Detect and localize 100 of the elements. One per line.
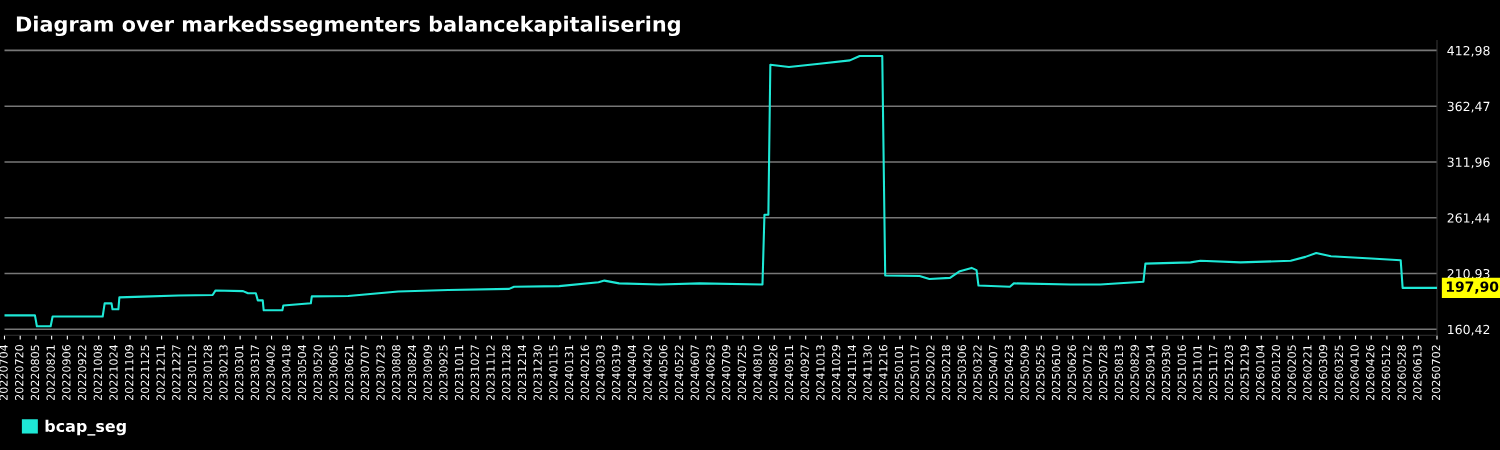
x-tick-label: 20230723 <box>376 345 385 401</box>
x-tick-label: 20230824 <box>407 344 417 401</box>
x-tick-label: 20221109 <box>124 345 134 401</box>
x-tick-label: 20240927 <box>800 345 809 401</box>
x-tick-label: 20250101 <box>894 345 904 401</box>
x-tick-label: 20231230 <box>533 345 542 401</box>
y-tick-label: 311,96 <box>1447 157 1490 169</box>
line-series <box>4 54 1437 328</box>
x-tick-label: 20241216 <box>879 344 888 401</box>
x-tick-label: 20250525 <box>1036 345 1045 401</box>
y-tick-label: 261,44 <box>1447 213 1490 224</box>
x-tick-label: 20240826 <box>769 344 778 401</box>
x-tick-label: 20260613 <box>1413 345 1422 401</box>
x-tick-label: 20230301 <box>234 345 244 401</box>
x-tick-label: 20231011 <box>454 345 464 401</box>
y-tick-label: 210,93 <box>1447 268 1490 280</box>
x-tick-label: 20230909 <box>423 345 432 401</box>
x-tick-label: 20240810 <box>753 345 762 401</box>
x-tick-label: 20230112 <box>187 345 197 401</box>
x-tick-label: 20231128 <box>502 345 511 401</box>
x-tick-label: 20230128 <box>203 345 212 401</box>
x-tick-label: 20250407 <box>989 345 998 401</box>
x-tick-label: 20240404 <box>627 344 637 401</box>
legend-label: bcap_seg <box>45 419 126 436</box>
x-tick-label: 20250626 <box>1067 344 1076 401</box>
x-tick-label: 20241114 <box>847 344 857 401</box>
x-tick-label: 20250117 <box>910 345 919 401</box>
x-tick-label: 20240725 <box>737 345 747 401</box>
x-tick-label: 20250322 <box>973 345 982 401</box>
x-tick-label: 20220720 <box>15 345 24 401</box>
x-tick-label: 20260512 <box>1381 345 1391 401</box>
x-tick-label: 20260528 <box>1397 345 1406 401</box>
x-tick-label: 20260702 <box>1431 345 1441 401</box>
x-tick-label: 20250813 <box>1114 345 1124 401</box>
x-tick-label: 20221227 <box>172 345 181 401</box>
chart-title: Diagram over markedssegmenters balancekapitalisering <box>16 15 680 37</box>
x-tick-label: 20230213 <box>219 345 228 401</box>
x-tick-label: 20230402 <box>266 345 275 401</box>
x-tick-label: 20260205 <box>1287 345 1296 401</box>
x-tick-label: 20220922 <box>77 345 87 401</box>
x-tick-label: 20221125 <box>140 345 150 401</box>
x-tick-label: 20260410 <box>1350 345 1359 401</box>
x-tick-label: 20260221 <box>1303 345 1312 401</box>
x-tick-label: 20260426 <box>1366 344 1375 401</box>
x-tick-label: 20251117 <box>1208 345 1218 401</box>
y-tick-label: 160,42 <box>1448 324 1490 336</box>
x-tick-label: 20250610 <box>1051 345 1061 401</box>
x-tick-label: 20251016 <box>1177 344 1186 401</box>
x-tick-label: 20230925 <box>439 345 448 401</box>
x-tick-label: 20251101 <box>1193 345 1202 401</box>
x-tick-label: 20221008 <box>93 345 102 401</box>
x-tick-label: 20260325 <box>1334 345 1344 401</box>
x-tick-label: 20250423 <box>1004 345 1014 401</box>
x-tick-label: 20230621 <box>344 345 354 401</box>
x-tick-label: 20250712 <box>1083 345 1092 401</box>
x-tick-label: 20250728 <box>1098 345 1108 401</box>
x-tick-label: 20240420 <box>643 345 652 401</box>
x-tick-label: 20251219 <box>1240 345 1249 401</box>
x-tick-label: 20230707 <box>360 345 370 401</box>
x-tick-label: 20220906 <box>62 344 71 401</box>
x-tick-label: 20240506 <box>659 344 668 401</box>
x-tick-label: 20220704 <box>0 344 8 401</box>
x-tick-label: 20240911 <box>784 345 794 401</box>
x-tick-label: 20231112 <box>486 345 495 401</box>
x-tick-label: 20241029 <box>831 345 841 401</box>
x-tick-label: 20240303 <box>596 345 605 401</box>
x-tick-label: 20230317 <box>250 345 260 401</box>
x-tick-label: 20220805 <box>30 345 40 401</box>
x-tick-label: 20251203 <box>1224 345 1234 401</box>
x-tick-label: 20260104 <box>1256 344 1265 401</box>
x-tick-label: 20230808 <box>392 345 401 401</box>
x-tick-label: 20240607 <box>690 345 699 401</box>
x-tick-label: 20240522 <box>674 345 684 401</box>
x-tick-label: 20230418 <box>282 345 291 401</box>
annotation: 197,90 <box>1446 281 1499 294</box>
x-tick-label: 20231214 <box>517 344 527 401</box>
x-tick-label: 20260309 <box>1318 345 1328 401</box>
x-tick-label: 20250914 <box>1146 344 1155 401</box>
x-tick-label: 20220821 <box>46 345 55 401</box>
y-tick-label: 362,47 <box>1447 101 1490 113</box>
x-tick-label: 20240115 <box>549 345 558 401</box>
x-tick-label: 20240709 <box>721 345 731 401</box>
x-tick-label: 20230504 <box>297 344 307 401</box>
y-tick-label: 412,98 <box>1447 45 1490 57</box>
x-tick-label: 20221211 <box>156 345 165 401</box>
x-tick-label: 20240319 <box>611 345 621 401</box>
x-tick-label: 20250202 <box>926 345 935 401</box>
x-tick-label: 20250509 <box>1020 345 1029 401</box>
x-tick-label: 20221024 <box>109 344 118 401</box>
x-tick-label: 20231027 <box>470 345 480 401</box>
x-tick-label: 20250218 <box>941 345 951 401</box>
x-tick-label: 20250306 <box>957 344 966 401</box>
x-tick-label: 20230520 <box>313 345 322 401</box>
x-tick-label: 20250829 <box>1130 345 1139 401</box>
x-tick-label: 20240216 <box>580 344 589 401</box>
x-tick-label: 20260120 <box>1271 345 1281 401</box>
x-tick-label: 20240623 <box>706 345 715 401</box>
x-tick-label: 20230605 <box>329 345 338 401</box>
x-tick-label: 20250930 <box>1161 345 1171 401</box>
x-tick-label: 20241013 <box>816 345 825 401</box>
